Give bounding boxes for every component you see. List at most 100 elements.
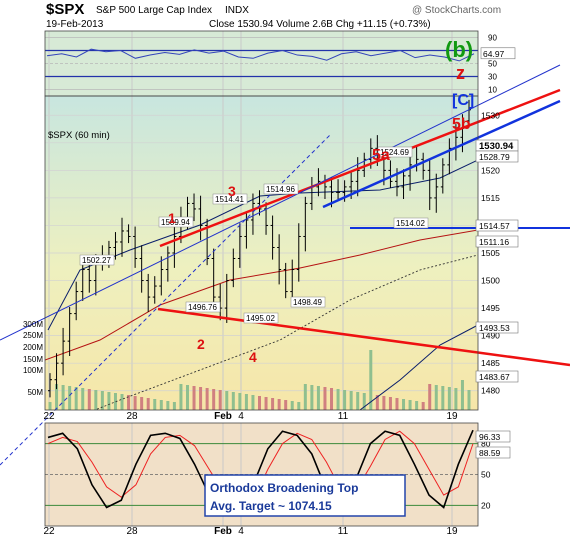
price-annotation-label: 1514.41 <box>215 195 244 204</box>
volume-bar <box>120 394 124 410</box>
exchange-label: INDX <box>225 5 249 16</box>
rsi-value-box <box>480 47 516 60</box>
rsi-value-label: 64.97 <box>483 49 505 59</box>
volume-bar <box>356 392 360 410</box>
volume-bar <box>303 384 307 410</box>
x-tick-label: Feb <box>214 411 232 422</box>
lower-red-trendline <box>157 307 570 367</box>
volume-bar <box>87 389 91 410</box>
price-tick-label: 1530 <box>481 110 500 120</box>
volume-bar <box>166 401 170 410</box>
rsi-tick-label: 30 <box>488 73 497 82</box>
volume-bar <box>251 395 255 410</box>
price-tick-label: 1495 <box>481 303 500 313</box>
price-tick-label: 1480 <box>481 386 500 396</box>
volume-bar <box>310 385 314 410</box>
stoch-main-line <box>47 429 474 515</box>
volume-tick-label: 250M <box>23 331 43 340</box>
chart-symbol: $SPX <box>46 1 85 18</box>
price-tick-label: 1500 <box>481 276 500 286</box>
wave-label: 5a <box>372 147 390 164</box>
right-price-label: 1511.16 <box>479 237 509 247</box>
price-tick-label: 1520 <box>481 165 500 175</box>
price-tick-label: 1485 <box>481 358 500 368</box>
volume-bar <box>447 387 451 410</box>
volume-bar <box>323 387 327 410</box>
volume-bar <box>153 399 157 410</box>
price-annotation-box <box>79 254 115 266</box>
x-tick-label: 11 <box>338 526 349 537</box>
x-tick-label: 19 <box>446 411 458 422</box>
volume-bar <box>133 396 137 410</box>
volume-bar <box>185 385 189 410</box>
wave-label: 1 <box>168 210 176 226</box>
volume-tick-label: 300M <box>23 320 43 329</box>
volume-bar <box>441 386 445 410</box>
wave-label: 5b <box>452 116 471 133</box>
volume-bar <box>48 402 52 410</box>
right-price-box <box>475 235 519 248</box>
stoch-tick-label: 50 <box>481 470 491 480</box>
volume-bar <box>172 402 176 410</box>
volume-bar <box>244 394 248 410</box>
volume-bar <box>454 388 458 410</box>
volume-bar <box>74 387 78 410</box>
volume-bar <box>212 389 216 410</box>
price-tick-label: 1505 <box>481 248 500 258</box>
volume-bar <box>375 395 379 410</box>
volume-bar <box>258 396 261 410</box>
volume-bar <box>362 393 366 410</box>
x-tick-label: 4 <box>238 526 244 537</box>
x-tick-label: 19 <box>446 526 458 537</box>
volume-bar <box>343 390 347 410</box>
volume-tick-label: 150M <box>23 355 43 364</box>
price-annotation-box <box>212 193 248 205</box>
price-tick-label: 1490 <box>481 331 500 341</box>
price-annotation-box <box>243 312 279 324</box>
volume-bar <box>330 388 334 410</box>
price-annotation-label: 1498.49 <box>293 298 322 307</box>
volume-bar <box>127 395 131 410</box>
panel-frame <box>44 422 479 527</box>
volume-bar <box>271 398 275 410</box>
broadening-top-line1: Orthodox Broadening Top <box>210 481 358 495</box>
rsi-line <box>46 48 475 62</box>
price-annotation-label: 1514.02 <box>396 219 425 228</box>
volume-bar <box>421 402 425 410</box>
volume-bar <box>316 386 320 410</box>
volume-bar <box>460 380 464 410</box>
broadening-top-box <box>204 474 406 517</box>
volume-bar <box>81 388 85 410</box>
volume-bar <box>146 398 150 410</box>
rsi-tick-label: 10 <box>488 86 497 95</box>
wave-label: 4 <box>249 349 257 365</box>
wave-label: (b) <box>445 37 473 62</box>
volume-bar <box>199 387 203 410</box>
volume-bar <box>107 392 111 410</box>
stockcharts-watermark: @ StockCharts.com <box>412 5 502 16</box>
volume-bar <box>408 400 412 410</box>
chart-date: 19-Feb-2013 <box>46 19 104 30</box>
volume-bar <box>290 401 294 410</box>
right-price-box <box>475 321 519 334</box>
x-tick-label: 4 <box>238 411 244 422</box>
stoch-value-box <box>475 446 511 459</box>
ma-50-line <box>45 229 478 361</box>
stoch-value-label: 88.59 <box>479 448 501 458</box>
price-annotation-box <box>263 183 299 195</box>
price-annotation-box <box>158 216 194 228</box>
volume-bar <box>434 385 438 410</box>
volume-tick-label: 50M <box>27 388 43 397</box>
price-annotation-label: 1502.27 <box>82 256 111 265</box>
volume-bar <box>159 400 163 410</box>
x-tick-label: 22 <box>43 526 55 537</box>
volume-bar <box>140 397 144 410</box>
volume-bar <box>238 393 242 410</box>
right-price-label: 1493.53 <box>479 323 510 333</box>
price-annotation-label: 1509.94 <box>161 218 190 227</box>
upper-red-trendline <box>159 88 561 248</box>
volume-bar <box>428 384 432 410</box>
price-annotation-box <box>290 296 326 308</box>
right-price-label: 1528.79 <box>479 152 510 162</box>
